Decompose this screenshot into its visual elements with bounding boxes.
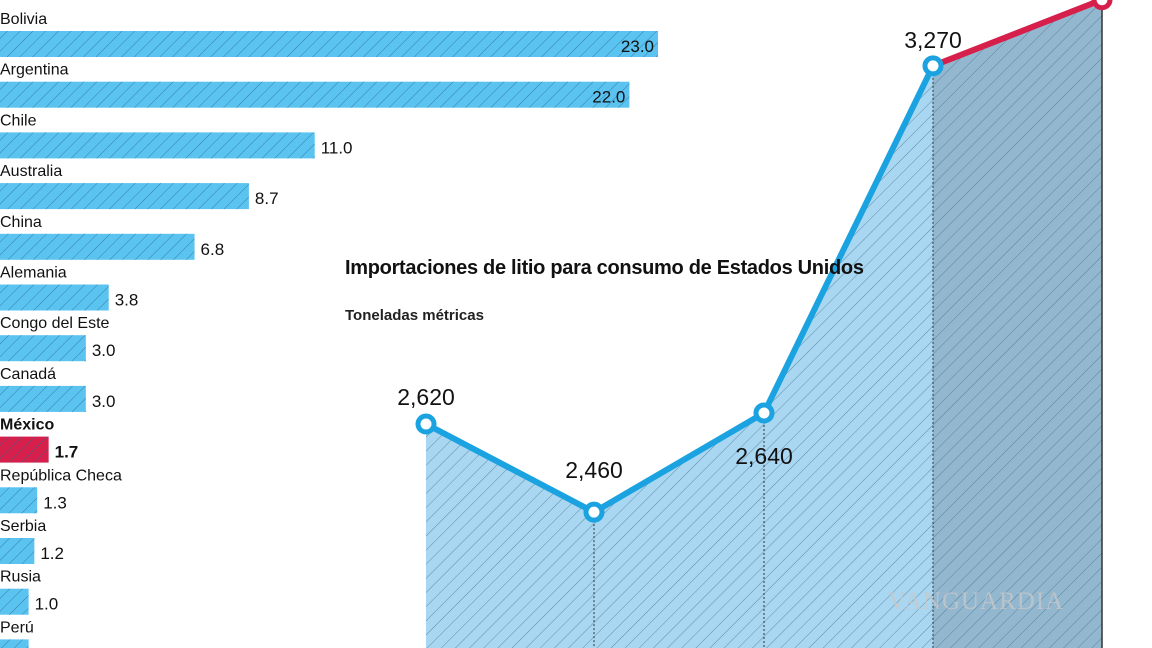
bar-category-label: China bbox=[0, 214, 42, 231]
series-line bbox=[424, 64, 936, 516]
area-hatch-last bbox=[933, 0, 1102, 648]
bar-category-label: Serbia bbox=[0, 518, 46, 535]
bar-category-label: Perú bbox=[0, 619, 34, 636]
bar-value-label: 6.8 bbox=[201, 240, 225, 259]
data-label: 3,270 bbox=[904, 27, 962, 53]
bar-category-label: Congo del Este bbox=[0, 315, 110, 332]
bar-value-label: 1.2 bbox=[40, 544, 64, 563]
bar-hatch bbox=[0, 538, 35, 564]
data-label: 2,620 bbox=[397, 384, 455, 410]
bar-value-label: 23.0 bbox=[621, 37, 654, 56]
bar-value-label: 1.7 bbox=[55, 443, 79, 462]
data-point bbox=[415, 413, 437, 435]
bar-hatch bbox=[0, 183, 249, 210]
bar-value-label: 8.7 bbox=[255, 189, 279, 208]
bar-value-label: 1.0 bbox=[35, 595, 59, 614]
area-chart-title: Importaciones de litio para consumo de E… bbox=[345, 257, 864, 279]
bar-value-label: 3.8 bbox=[115, 291, 139, 310]
data-point bbox=[922, 55, 944, 77]
bar-category-label: México bbox=[0, 417, 54, 434]
bar-hatch bbox=[0, 487, 38, 514]
area-hatch bbox=[426, 65, 933, 648]
area-chart-subtitle: Toneladas métricas bbox=[345, 307, 484, 324]
data-label: 2,460 bbox=[565, 457, 623, 483]
bar-hatch bbox=[0, 31, 658, 57]
bar-hatch bbox=[0, 284, 109, 311]
series-line-last bbox=[931, 0, 1104, 69]
data-point bbox=[583, 501, 605, 523]
bar-value-label: 11.0 bbox=[321, 138, 353, 157]
bar-value-label: 22.0 bbox=[592, 88, 625, 107]
bar-category-label: Argentina bbox=[0, 62, 69, 79]
data-label: 2,640 bbox=[735, 443, 793, 469]
bar-category-label: República Checa bbox=[0, 467, 122, 484]
bar-hatch bbox=[0, 436, 49, 463]
data-point bbox=[1091, 0, 1113, 11]
bar-value-label: 1.0 bbox=[35, 645, 59, 648]
bar-category-label: Rusia bbox=[0, 569, 41, 586]
watermark: VANGUARDIA bbox=[888, 588, 1065, 615]
bar-category-label: Alemania bbox=[0, 265, 67, 282]
data-point bbox=[753, 402, 775, 424]
bar-value-label: 3.0 bbox=[92, 392, 116, 411]
bar-category-label: Canadá bbox=[0, 366, 56, 383]
bar-hatch bbox=[0, 233, 195, 260]
bar-hatch bbox=[0, 588, 29, 615]
bar-category-label: Bolivia bbox=[0, 11, 47, 28]
bar-hatch bbox=[0, 132, 315, 159]
bar-hatch bbox=[0, 335, 86, 362]
bar-hatch bbox=[0, 81, 630, 108]
bar-category-label: Australia bbox=[0, 163, 62, 180]
bar-category-label: Chile bbox=[0, 112, 37, 129]
bar-hatch bbox=[0, 639, 29, 648]
bar-hatch bbox=[0, 385, 86, 412]
bar-value-label: 3.0 bbox=[92, 341, 116, 360]
bar-value-label: 1.3 bbox=[43, 493, 67, 512]
